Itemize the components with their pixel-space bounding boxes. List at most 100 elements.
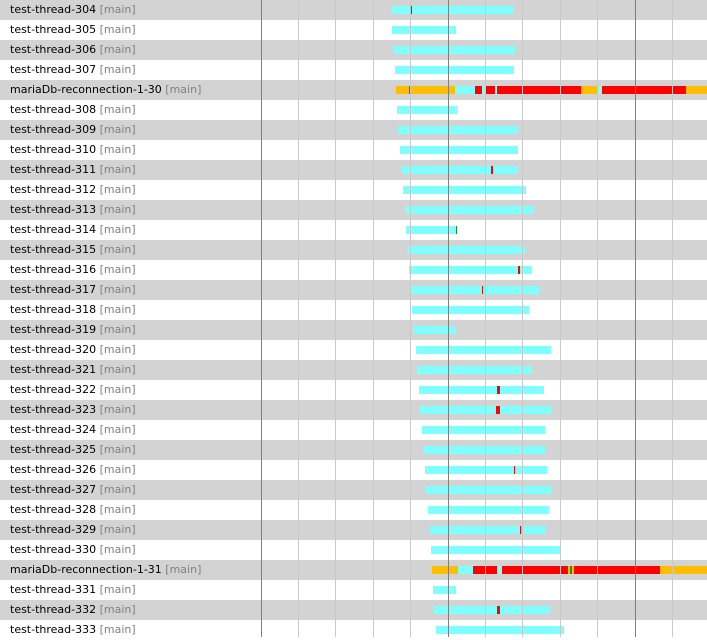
thread-label: test-thread-312 [main] [10, 180, 136, 200]
thread-timeline-track [261, 560, 707, 580]
thread-row[interactable]: test-thread-309 [main] [0, 120, 707, 140]
thread-timeline-track [261, 60, 707, 80]
thread-row[interactable]: test-thread-331 [main] [0, 580, 707, 600]
thread-name: test-thread-326 [10, 463, 97, 476]
thread-label: test-thread-332 [main] [10, 600, 136, 620]
thread-group: [main] [99, 583, 136, 596]
thread-row[interactable]: mariaDb-reconnection-1-31 [main] [0, 560, 707, 580]
thread-row[interactable]: test-thread-323 [main] [0, 400, 707, 420]
running-segment [409, 266, 532, 274]
running-segment [420, 406, 551, 414]
thread-row[interactable]: test-thread-328 [main] [0, 500, 707, 520]
thread-timeline-track [261, 620, 707, 640]
thread-timeline-track [261, 300, 707, 320]
thread-label: test-thread-311 [main] [10, 160, 136, 180]
thread-name: test-thread-313 [10, 203, 97, 216]
thread-row[interactable]: test-thread-333 [main] [0, 620, 707, 640]
thread-group: [main] [99, 523, 136, 536]
thread-name: test-thread-324 [10, 423, 97, 436]
blocked-segment [497, 386, 500, 394]
thread-row[interactable]: test-thread-321 [main] [0, 360, 707, 380]
thread-row[interactable]: test-thread-317 [main] [0, 280, 707, 300]
thread-row[interactable]: test-thread-319 [main] [0, 320, 707, 340]
thread-row[interactable]: mariaDb-reconnection-1-30 [main] [0, 80, 707, 100]
thread-row[interactable]: test-thread-326 [main] [0, 460, 707, 480]
running-segment [425, 466, 547, 474]
thread-label: test-thread-310 [main] [10, 140, 136, 160]
running-segment [434, 606, 549, 614]
thread-row[interactable]: test-thread-320 [main] [0, 340, 707, 360]
thread-row[interactable]: test-thread-305 [main] [0, 20, 707, 40]
thread-timeline-track [261, 20, 707, 40]
thread-timeline-track [261, 220, 707, 240]
thread-name: test-thread-307 [10, 63, 97, 76]
thread-row[interactable]: test-thread-306 [main] [0, 40, 707, 60]
thread-timeline-track [261, 320, 707, 340]
thread-label: test-thread-306 [main] [10, 40, 136, 60]
thread-group: [main] [165, 83, 202, 96]
thread-row[interactable]: test-thread-304 [main] [0, 0, 707, 20]
thread-group: [main] [99, 603, 136, 616]
thread-row[interactable]: test-thread-310 [main] [0, 140, 707, 160]
thread-label: test-thread-314 [main] [10, 220, 136, 240]
running-segment [430, 526, 546, 534]
marker-segment [456, 226, 457, 234]
thread-group: [main] [99, 363, 136, 376]
thread-row[interactable]: test-thread-308 [main] [0, 100, 707, 120]
running-segment [436, 626, 564, 634]
running-segment [406, 226, 456, 234]
running-segment [458, 566, 473, 574]
waiting-segment [686, 86, 707, 94]
thread-label: test-thread-329 [main] [10, 520, 136, 540]
thread-row[interactable]: test-thread-324 [main] [0, 420, 707, 440]
thread-label: test-thread-315 [main] [10, 240, 136, 260]
thread-group: [main] [99, 223, 136, 236]
thread-label: test-thread-313 [main] [10, 200, 136, 220]
thread-row[interactable]: test-thread-307 [main] [0, 60, 707, 80]
blocked-segment [520, 526, 521, 534]
thread-row[interactable]: test-thread-327 [main] [0, 480, 707, 500]
thread-label: test-thread-307 [main] [10, 60, 136, 80]
thread-timeline-track [261, 280, 707, 300]
thread-row[interactable]: test-thread-312 [main] [0, 180, 707, 200]
thread-group: [main] [99, 203, 136, 216]
thread-row[interactable]: test-thread-325 [main] [0, 440, 707, 460]
thread-group: [main] [99, 423, 136, 436]
thread-timeline-track [261, 100, 707, 120]
waiting-segment [568, 566, 570, 574]
thread-timeline-track [261, 180, 707, 200]
thread-row[interactable]: test-thread-313 [main] [0, 200, 707, 220]
thread-row[interactable]: test-thread-314 [main] [0, 220, 707, 240]
thread-row[interactable]: test-thread-332 [main] [0, 600, 707, 620]
thread-timeline-track [261, 0, 707, 20]
running-segment [395, 66, 514, 74]
thread-row[interactable]: test-thread-311 [main] [0, 160, 707, 180]
thread-name: test-thread-312 [10, 183, 97, 196]
thread-name: test-thread-317 [10, 283, 97, 296]
thread-name: test-thread-314 [10, 223, 97, 236]
thread-label: test-thread-327 [main] [10, 480, 136, 500]
thread-group: [main] [99, 303, 136, 316]
blocked-segment [482, 286, 483, 294]
thread-timeline-track [261, 420, 707, 440]
thread-row[interactable]: test-thread-318 [main] [0, 300, 707, 320]
thread-row[interactable]: test-thread-329 [main] [0, 520, 707, 540]
thread-row[interactable]: test-thread-316 [main] [0, 260, 707, 280]
thread-label: test-thread-326 [main] [10, 460, 136, 480]
blocked-segment [602, 86, 686, 94]
running-segment [416, 346, 551, 354]
waiting-segment [396, 86, 410, 94]
blocked-segment [491, 166, 493, 174]
running-segment [402, 166, 518, 174]
running-segment [426, 486, 551, 494]
running-segment [497, 566, 502, 574]
thread-timeline-track [261, 580, 707, 600]
thread-row[interactable]: test-thread-315 [main] [0, 240, 707, 260]
running-segment [412, 306, 529, 314]
thread-group: [main] [99, 263, 136, 276]
running-segment [413, 326, 456, 334]
thread-row[interactable]: test-thread-330 [main] [0, 540, 707, 560]
thread-name: test-thread-304 [10, 3, 97, 16]
thread-row[interactable]: test-thread-322 [main] [0, 380, 707, 400]
thread-name: test-thread-310 [10, 143, 97, 156]
